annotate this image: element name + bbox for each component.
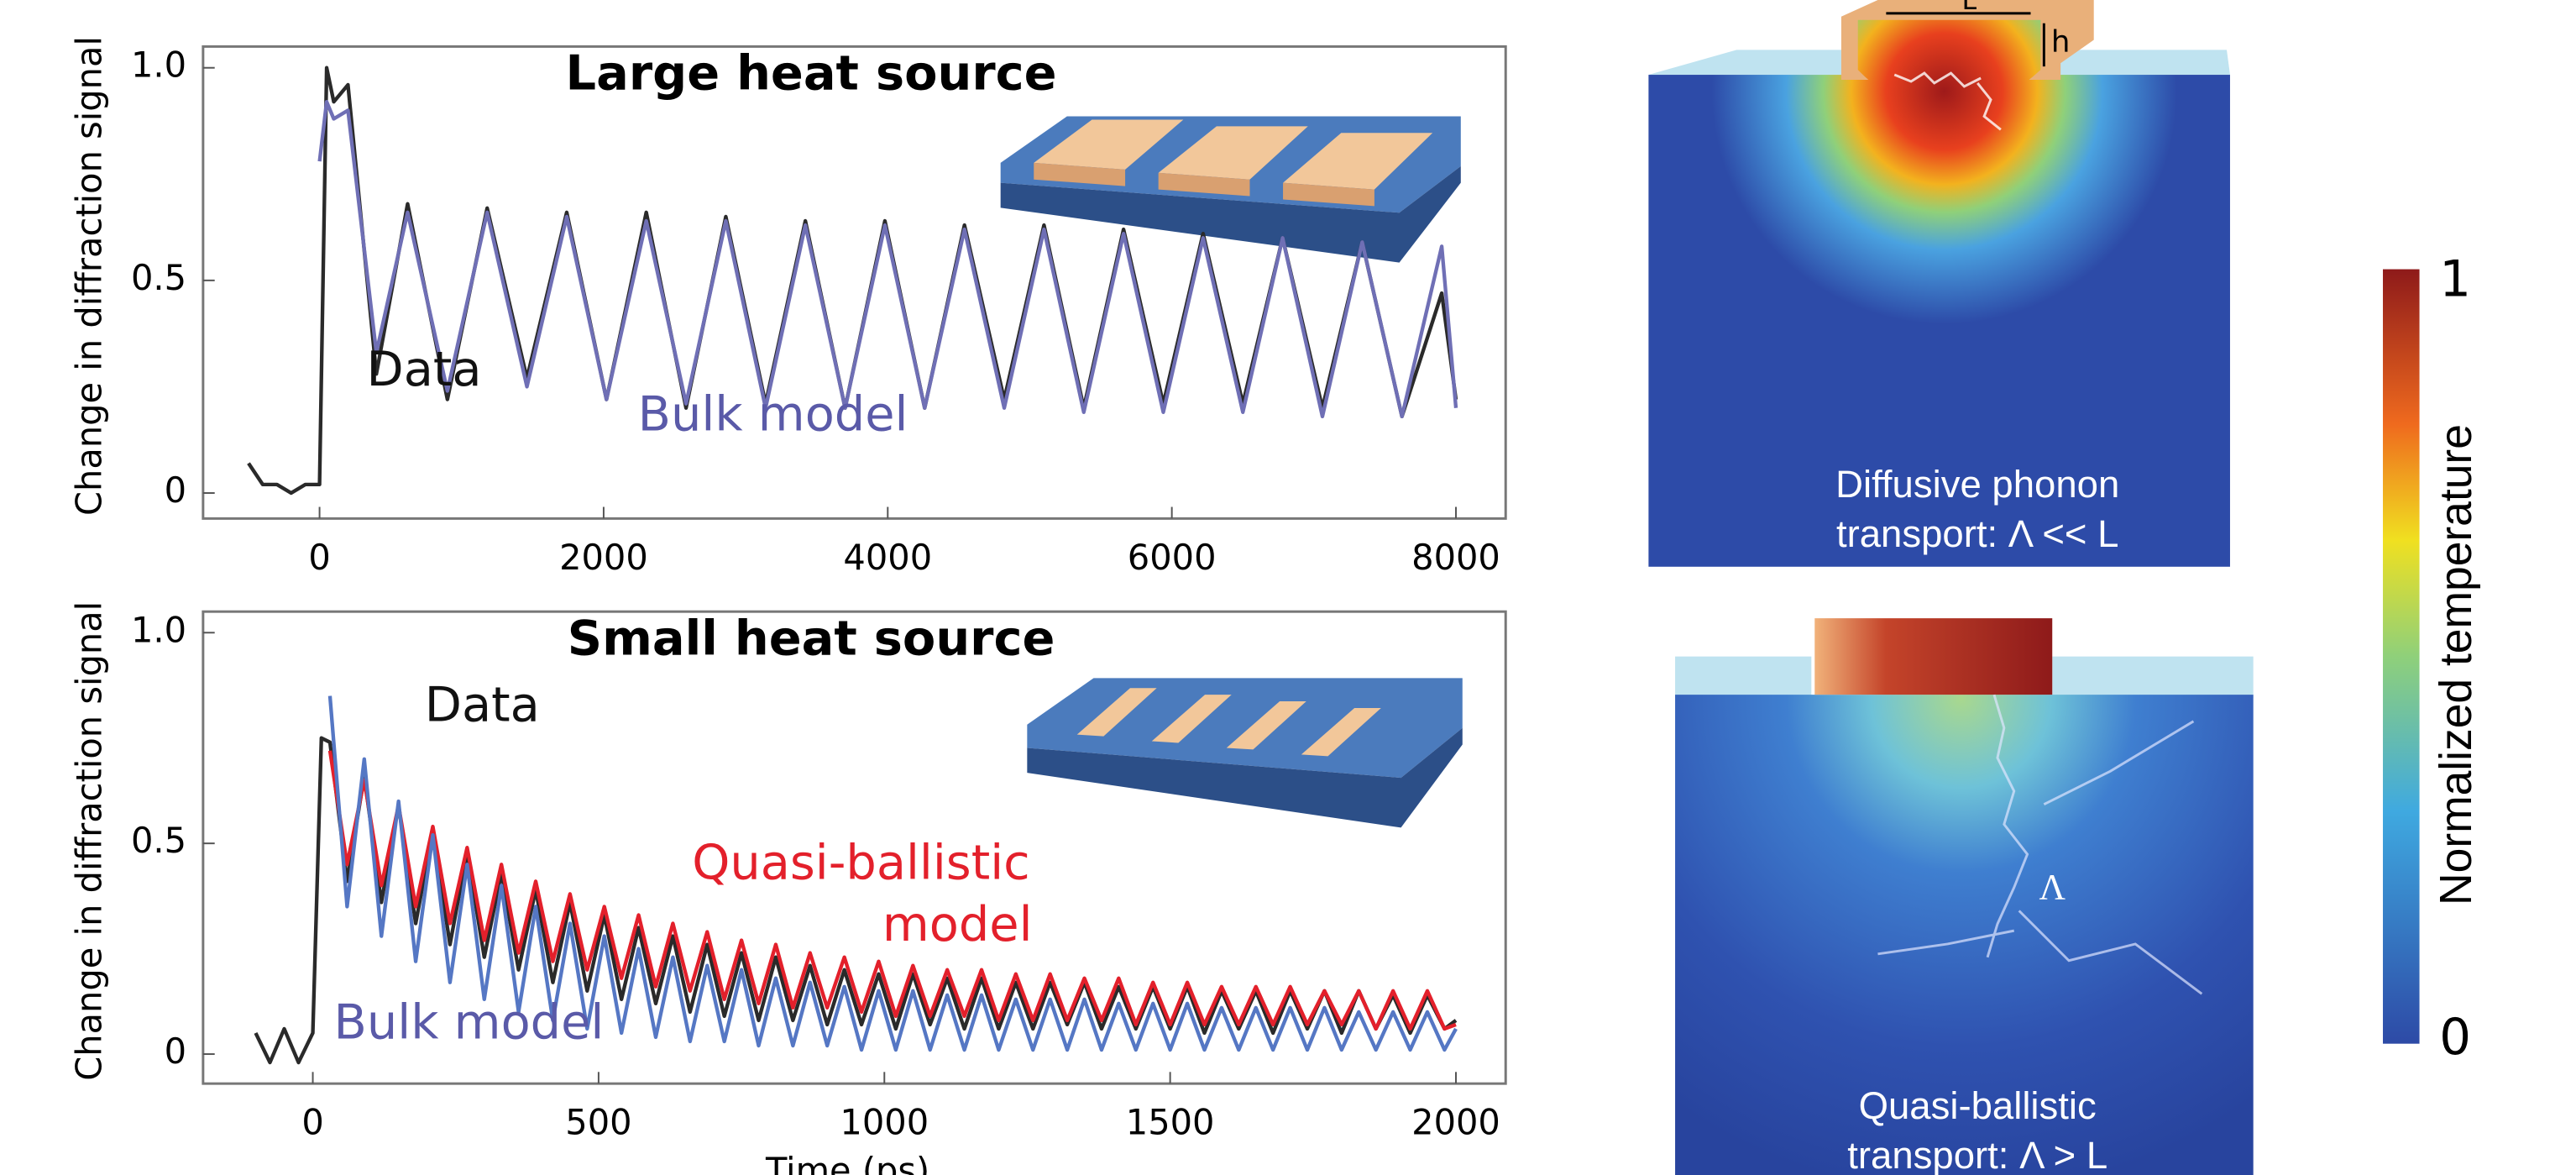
x-tick-label: 6000 [1128, 537, 1217, 578]
y-tick-label: 0.5 [131, 257, 186, 298]
series-line [327, 695, 1458, 1052]
panel-caption: Quasi-ballistic [1859, 1084, 2097, 1127]
y-tick-label: 0.5 [131, 820, 186, 861]
x-tick-label: 4000 [843, 537, 932, 578]
inset-wafer [1000, 116, 1461, 263]
path-label: Λ [2039, 868, 2066, 908]
y-tick-label: 0 [165, 1031, 186, 1072]
y-tick-label: 1.0 [131, 45, 186, 86]
annotation: Data [367, 341, 482, 397]
annotation: Bulk model [638, 386, 908, 442]
colorbar-label: Normalized temperature [2432, 424, 2481, 905]
plot-frame [202, 45, 1507, 520]
height-label: h [2051, 24, 2071, 59]
plot-frame [202, 610, 1507, 1085]
annotation: Data [425, 677, 540, 733]
annotation: Quasi-ballistic [692, 835, 1029, 891]
annotation: model [882, 896, 1033, 952]
x-tick-label: 1500 [1126, 1102, 1215, 1143]
colorbar-tick-label: 1 [2439, 250, 2471, 308]
x-tick-label: 2000 [559, 537, 648, 578]
panel-caption: Diffusive phonon [1835, 463, 2119, 506]
x-tick-label: 2000 [1411, 1102, 1500, 1143]
annotation: Bulk model [334, 994, 605, 1051]
x-tick-label: 1000 [840, 1102, 929, 1143]
panel-caption: transport: Λ << L [1836, 512, 2118, 555]
x-axis-label: Time (ps) [765, 1150, 929, 1175]
diffusive-panel [1648, 0, 2230, 567]
chart-title: Large heat source [566, 45, 1057, 102]
chart-title: Small heat source [568, 610, 1055, 666]
width-label: L [1961, 0, 1977, 16]
y-axis-label: Change in diffraction signal [68, 601, 109, 1081]
x-tick-label: 500 [565, 1102, 631, 1143]
x-tick-label: 0 [308, 537, 330, 578]
panel-caption: transport: Λ > L [1847, 1134, 2107, 1175]
y-tick-label: 1.0 [131, 609, 186, 650]
colorbar-tick-label: 0 [2439, 1008, 2471, 1066]
quasi-ballistic-panel [1675, 618, 2254, 1175]
series-line [327, 750, 1457, 1031]
x-tick-label: 0 [301, 1102, 323, 1143]
inset-wafer [1027, 678, 1463, 828]
colorbar [2383, 269, 2420, 1044]
y-tick-label: 0 [165, 469, 186, 511]
y-axis-label: Change in diffraction signal [68, 36, 109, 516]
series-line [317, 100, 1458, 419]
x-tick-label: 8000 [1411, 537, 1500, 578]
